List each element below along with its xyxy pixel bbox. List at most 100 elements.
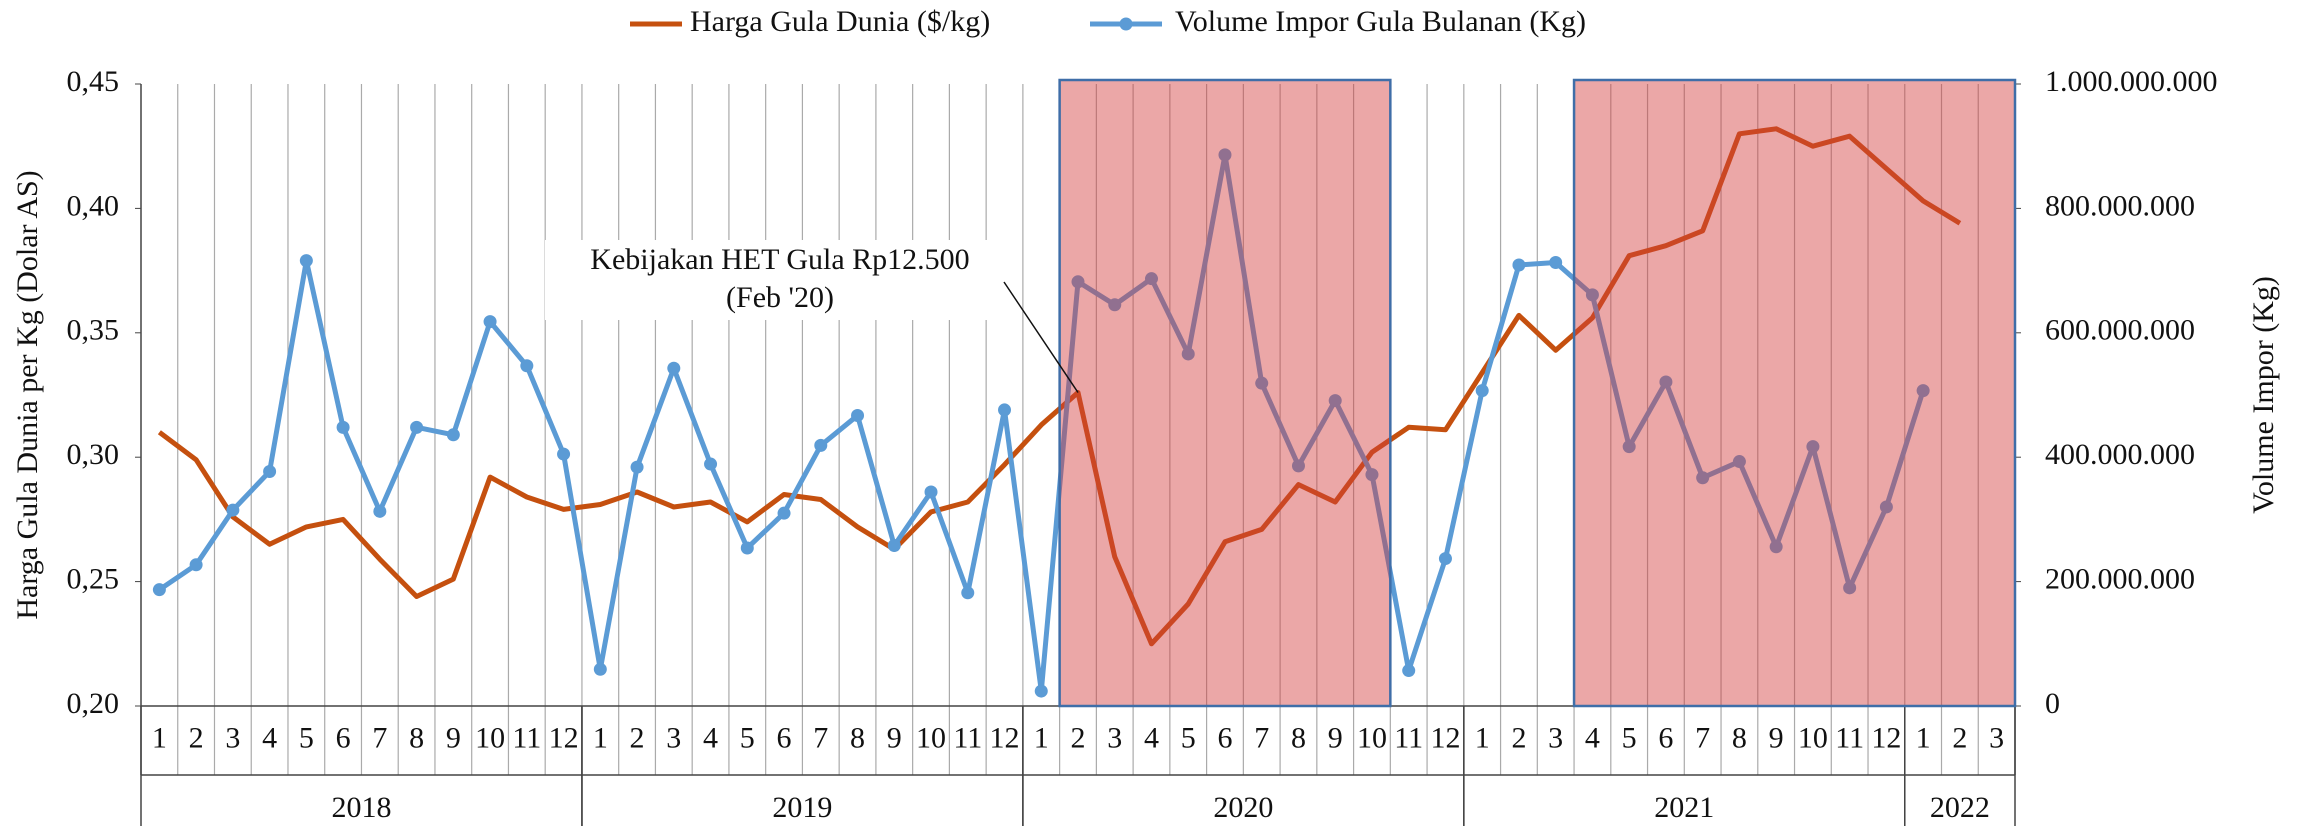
x-tick-label: 4 <box>1144 721 1159 754</box>
x-tick-label: 7 <box>372 721 387 754</box>
annotation-bg <box>545 240 1005 320</box>
x-tick-label: 8 <box>1291 721 1306 754</box>
x-tick-label: 5 <box>299 721 314 754</box>
x-tick-label: 1 <box>152 721 167 754</box>
year-label: 2021 <box>1654 791 1714 824</box>
data-point <box>1034 684 1048 698</box>
y2-tick-label: 800.000.000 <box>2045 189 2195 222</box>
data-point <box>263 465 277 479</box>
x-tick-label: 2 <box>1952 721 1967 754</box>
y2-tick-label: 200.000.000 <box>2045 562 2195 595</box>
annotation-leader <box>1003 281 1079 393</box>
x-tick-label: 2 <box>630 721 645 754</box>
x-tick-label: 1 <box>1475 721 1490 754</box>
x-tick-label: 2 <box>1071 721 1086 754</box>
y2-tick-label: 1.000.000.000 <box>2045 65 2218 98</box>
x-tick-label: 7 <box>1695 721 1710 754</box>
data-point <box>1769 540 1783 554</box>
year-label: 2018 <box>331 791 391 824</box>
data-point <box>1108 298 1122 312</box>
data-point <box>336 420 350 434</box>
data-point <box>777 506 791 520</box>
data-point <box>1549 256 1563 270</box>
x-tick-label: 9 <box>1769 721 1784 754</box>
y2-tick-label: 0 <box>2045 687 2060 720</box>
data-point <box>887 539 901 553</box>
data-point <box>1255 376 1269 390</box>
x-tick-label: 12 <box>990 721 1020 754</box>
x-tick-label: 3 <box>1548 721 1563 754</box>
year-label: 2020 <box>1213 791 1273 824</box>
x-tick-label: 1 <box>593 721 608 754</box>
data-point <box>373 504 387 518</box>
x-tick-label: 8 <box>850 721 865 754</box>
data-point <box>1659 375 1673 389</box>
x-tick-label: 11 <box>1394 721 1423 754</box>
data-point <box>1365 468 1379 482</box>
x-tick-label: 5 <box>1622 721 1637 754</box>
x-tick-label: 11 <box>953 721 982 754</box>
data-point <box>299 254 313 268</box>
x-tick-label: 9 <box>887 721 902 754</box>
data-point <box>1475 384 1489 398</box>
data-point <box>630 460 644 474</box>
year-label: 2019 <box>772 791 832 824</box>
data-point <box>1879 500 1893 514</box>
data-point <box>1071 275 1085 289</box>
legend-label: Volume Impor Gula Bulanan (Kg) <box>1175 5 1586 38</box>
legend-marker <box>1119 17 1133 31</box>
data-point <box>924 485 938 499</box>
data-point <box>1328 394 1342 408</box>
y2-tick-label: 600.000.000 <box>2045 314 2195 347</box>
data-point <box>1512 258 1526 272</box>
y-tick-label: 0,25 <box>67 562 120 595</box>
x-tick-label: 7 <box>813 721 828 754</box>
y-tick-label: 0,35 <box>67 314 120 347</box>
x-tick-label: 9 <box>446 721 461 754</box>
x-tick-label: 10 <box>475 721 505 754</box>
y2-axis-label: Volume Impor (Kg) <box>2247 276 2280 514</box>
y-tick-label: 0,45 <box>67 65 120 98</box>
x-tick-label: 3 <box>1107 721 1122 754</box>
x-tick-label: 3 <box>666 721 681 754</box>
data-point <box>152 583 166 597</box>
x-tick-label: 8 <box>1732 721 1747 754</box>
x-tick-label: 9 <box>1328 721 1343 754</box>
x-tick-label: 11 <box>1835 721 1864 754</box>
data-point <box>961 586 975 600</box>
data-point <box>1181 347 1195 361</box>
y-axis-label: Harga Gula Dunia per Kg (Dolar AS) <box>11 170 44 619</box>
x-tick-label: 6 <box>1658 721 1673 754</box>
data-point <box>1916 384 1930 398</box>
data-point <box>740 541 754 555</box>
x-tick-label: 6 <box>336 721 351 754</box>
x-tick-label: 12 <box>549 721 579 754</box>
x-tick-label: 5 <box>1181 721 1196 754</box>
x-tick-label: 6 <box>777 721 792 754</box>
shaded-period <box>1572 78 2017 708</box>
x-tick-label: 1 <box>1916 721 1931 754</box>
x-tick-label: 11 <box>512 721 541 754</box>
data-point <box>667 361 681 375</box>
data-point <box>410 420 424 434</box>
x-tick-label: 6 <box>1217 721 1232 754</box>
data-point <box>1843 581 1857 595</box>
x-tick-label: 2 <box>1511 721 1526 754</box>
annotation-text: (Feb '20) <box>726 281 834 314</box>
y-tick-label: 0,20 <box>67 687 120 720</box>
data-point <box>1696 471 1710 485</box>
data-point <box>1402 664 1416 678</box>
x-tick-label: 4 <box>703 721 718 754</box>
data-point <box>1291 459 1305 473</box>
annotation-text: Kebijakan HET Gula Rp12.500 <box>590 243 969 276</box>
data-point <box>1438 552 1452 566</box>
data-point <box>1622 440 1636 454</box>
x-tick-label: 10 <box>1357 721 1387 754</box>
data-point <box>557 447 571 461</box>
x-tick-label: 8 <box>409 721 424 754</box>
x-tick-label: 7 <box>1254 721 1269 754</box>
y-tick-label: 0,30 <box>67 438 120 471</box>
data-point <box>446 428 460 442</box>
data-point <box>814 438 828 452</box>
